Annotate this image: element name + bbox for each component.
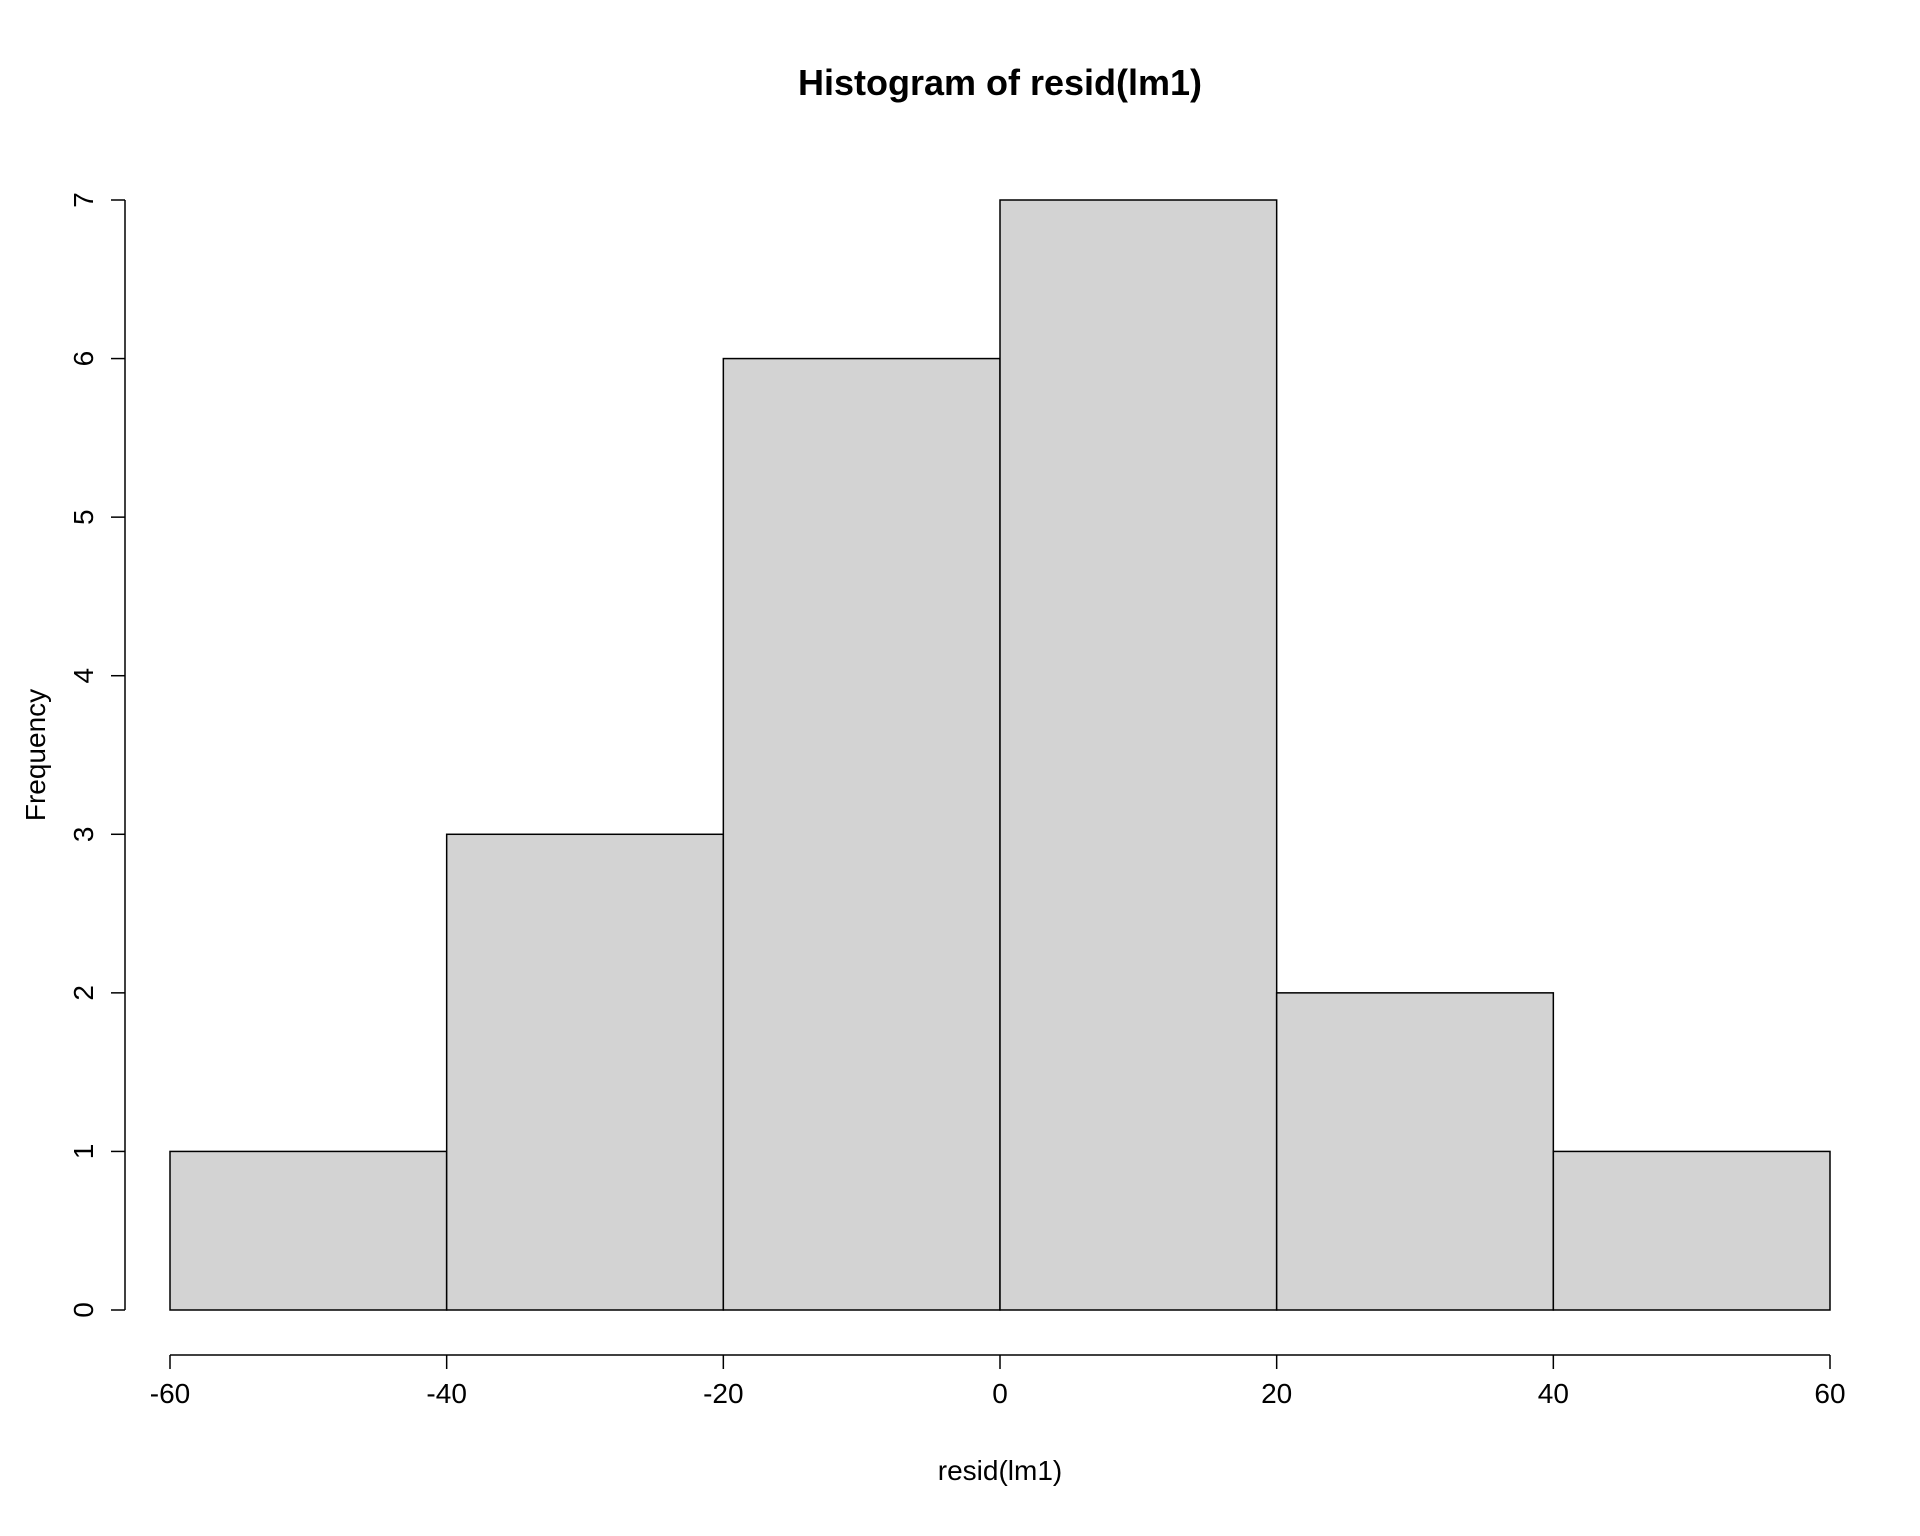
x-tick-label: 40 — [1538, 1378, 1569, 1409]
histogram-bar — [1277, 993, 1554, 1310]
histogram-bar — [447, 834, 724, 1310]
x-tick-label: 60 — [1814, 1378, 1845, 1409]
x-axis-label: resid(lm1) — [938, 1455, 1062, 1486]
y-tick-label: 5 — [68, 509, 99, 525]
chart-title: Histogram of resid(lm1) — [798, 62, 1202, 103]
y-tick-label: 0 — [68, 1302, 99, 1318]
x-tick-label: -40 — [426, 1378, 466, 1409]
x-tick-label: -20 — [703, 1378, 743, 1409]
histogram-bar — [1000, 200, 1277, 1310]
y-tick-label: 3 — [68, 826, 99, 842]
x-tick-label: 0 — [992, 1378, 1008, 1409]
y-axis-label: Frequency — [20, 689, 51, 821]
x-tick-label: 20 — [1261, 1378, 1292, 1409]
y-tick-label: 4 — [68, 668, 99, 684]
histogram-bar — [723, 359, 1000, 1310]
y-tick-label: 7 — [68, 192, 99, 208]
histogram-bar — [1553, 1151, 1830, 1310]
y-tick-label: 1 — [68, 1144, 99, 1160]
y-tick-label: 6 — [68, 351, 99, 367]
histogram-bar — [170, 1151, 447, 1310]
histogram-chart: Histogram of resid(lm1)-60-40-200204060r… — [0, 0, 1920, 1536]
y-tick-label: 2 — [68, 985, 99, 1001]
x-tick-label: -60 — [150, 1378, 190, 1409]
